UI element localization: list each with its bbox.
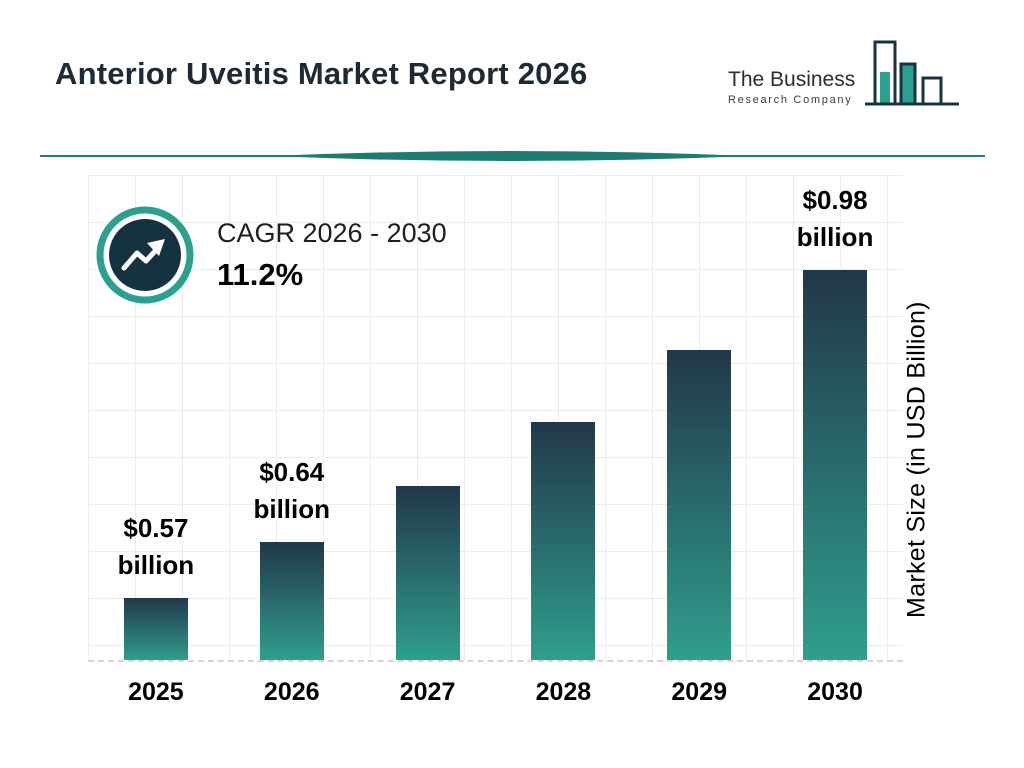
x-axis-label-2030: 2030: [807, 678, 863, 706]
bar-column-2028: [495, 175, 631, 660]
bar-value-amount: $0.57: [123, 513, 189, 543]
bar-2026: [259, 542, 324, 660]
bar-2027: [395, 486, 460, 660]
x-axis-label-2025: 2025: [128, 678, 184, 706]
bar-value-unit: billion: [796, 222, 874, 252]
bar-2029: [667, 350, 732, 660]
company-logo: The Business Research Company: [722, 38, 972, 122]
bar-value-amount: $0.98: [802, 185, 868, 215]
trend-up-icon: [96, 206, 194, 304]
logo-subname: Research Company: [728, 94, 853, 106]
cagr-range-label: CAGR 2026 - 2030: [217, 217, 447, 248]
bar-value-amount: $0.64: [259, 457, 325, 487]
bar-2030: [803, 270, 868, 660]
bar-column-2025: $0.57 billion: [88, 175, 224, 660]
x-axis-label-2028: 2028: [535, 678, 592, 706]
plot-area: $0.57 billion $0.64 billion $0.98 billion: [88, 175, 903, 662]
bar-column-2027: [360, 175, 496, 660]
x-axis-label-2029: 2029: [671, 678, 728, 706]
bar-value-label-2030: $0.98 billion: [797, 182, 874, 256]
bar-value-label-2025: $0.57 billion: [118, 510, 195, 584]
bar-column-2029: [631, 175, 767, 660]
bar-value-label-2026: $0.64 billion: [253, 454, 330, 528]
x-axis-label-2026: 2026: [263, 678, 320, 706]
bar-column-2026: $0.64 billion: [224, 175, 360, 660]
bar-column-2030: $0.98 billion: [767, 175, 903, 660]
cagr-value: 11.2%: [217, 256, 304, 292]
bar-2028: [531, 422, 596, 660]
bar-value-unit: billion: [117, 550, 195, 580]
bar-value-unit: billion: [253, 494, 331, 524]
cagr-text: CAGR 2026 - 2030 11.2%: [217, 218, 447, 293]
market-size-chart: $0.57 billion $0.64 billion $0.98 billion 202…: [0, 170, 1024, 750]
bar-2025: [123, 598, 188, 660]
logo-bar-chart-icon: [865, 40, 959, 106]
divider-line: [40, 149, 985, 163]
x-axis: 2025 2026 2027 2028 2029 2030: [88, 678, 903, 707]
page-title: Anterior Uveitis Market Report 2026: [55, 56, 588, 91]
logo-name: The Business: [728, 68, 856, 91]
y-axis-label: Market Size (in USD Billion): [902, 301, 931, 619]
logo-text: The Business Research Company: [728, 68, 855, 106]
x-axis-label-2027: 2027: [399, 678, 456, 706]
cagr-badge: CAGR 2026 - 2030 11.2%: [95, 205, 447, 305]
